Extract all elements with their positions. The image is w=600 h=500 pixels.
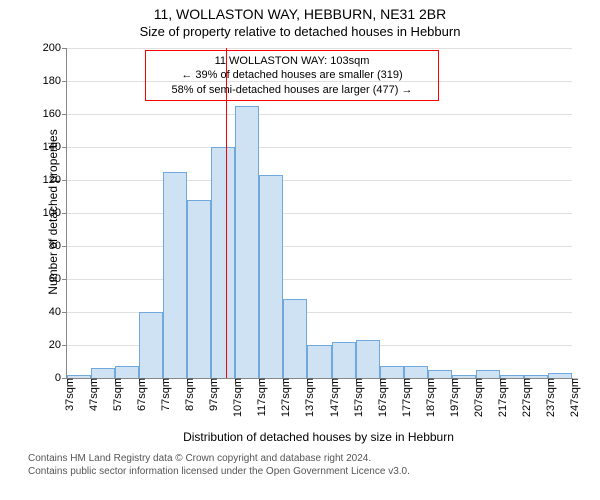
x-tick-label: 87sqm [178,378,196,411]
y-axis-label: Number of detached properties [46,87,60,337]
chart-title: 11, WOLLASTON WAY, HEBBURN, NE31 2BR [0,0,600,22]
histogram-bar [404,366,428,378]
info-line-2: ← 39% of detached houses are smaller (31… [152,68,432,82]
x-tick-label: 37sqm [58,378,76,411]
info-box: 11 WOLLASTON WAY: 103sqm ← 39% of detach… [145,50,439,101]
histogram-bar [283,299,307,378]
x-tick-label: 57sqm [106,378,124,411]
x-tick-label: 187sqm [419,378,437,417]
x-tick-label: 207sqm [467,378,485,417]
grid-line [67,114,572,115]
x-tick-label: 177sqm [395,378,413,417]
histogram-bar [91,368,115,378]
histogram-bar [332,342,356,378]
footer-attribution: Contains HM Land Registry data © Crown c… [28,452,410,478]
histogram-bar [115,366,139,378]
chart-container: { "title": "11, WOLLASTON WAY, HEBBURN, … [0,0,600,500]
histogram-bar [139,312,163,378]
grid-line [67,180,572,181]
x-tick-label: 197sqm [443,378,461,417]
histogram-bar [356,340,380,378]
x-tick-label: 227sqm [515,378,533,417]
histogram-bar [259,175,283,378]
footer-line-3: Contains public sector information licen… [28,465,410,478]
x-tick-label: 217sqm [491,378,509,417]
y-tick-label: 200 [43,42,67,54]
grid-line [67,279,572,280]
x-tick-label: 157sqm [347,378,365,417]
chart-subtitle: Size of property relative to detached ho… [0,24,600,39]
x-tick-label: 47sqm [82,378,100,411]
histogram-bar [211,147,235,378]
grid-line [67,246,572,247]
x-tick-label: 97sqm [202,378,220,411]
histogram-bar [187,200,211,378]
grid-line [67,213,572,214]
histogram-bar [380,366,404,378]
y-tick-label: 180 [43,75,67,87]
x-axis-label: Distribution of detached houses by size … [66,430,571,444]
info-line-1: 11 WOLLASTON WAY: 103sqm [152,54,432,68]
info-line-3: 58% of semi-detached houses are larger (… [152,83,432,97]
y-tick-label: 20 [49,339,67,351]
x-tick-label: 127sqm [274,378,292,417]
x-tick-label: 67sqm [130,378,148,411]
histogram-bar [428,370,452,378]
x-tick-label: 147sqm [323,378,341,417]
histogram-bar [235,106,259,378]
histogram-bar [476,370,500,378]
histogram-bar [163,172,187,378]
x-tick-label: 167sqm [371,378,389,417]
grid-line [67,147,572,148]
grid-line [67,48,572,49]
x-tick-label: 107sqm [226,378,244,417]
footer-line-1: Contains HM Land Registry data © Crown c… [28,452,410,465]
histogram-bar [307,345,331,378]
x-tick-label: 237sqm [539,378,557,417]
x-tick-label: 117sqm [250,378,268,416]
x-tick-label: 247sqm [563,378,581,417]
x-tick-label: 77sqm [154,378,172,411]
x-tick-label: 137sqm [298,378,316,417]
